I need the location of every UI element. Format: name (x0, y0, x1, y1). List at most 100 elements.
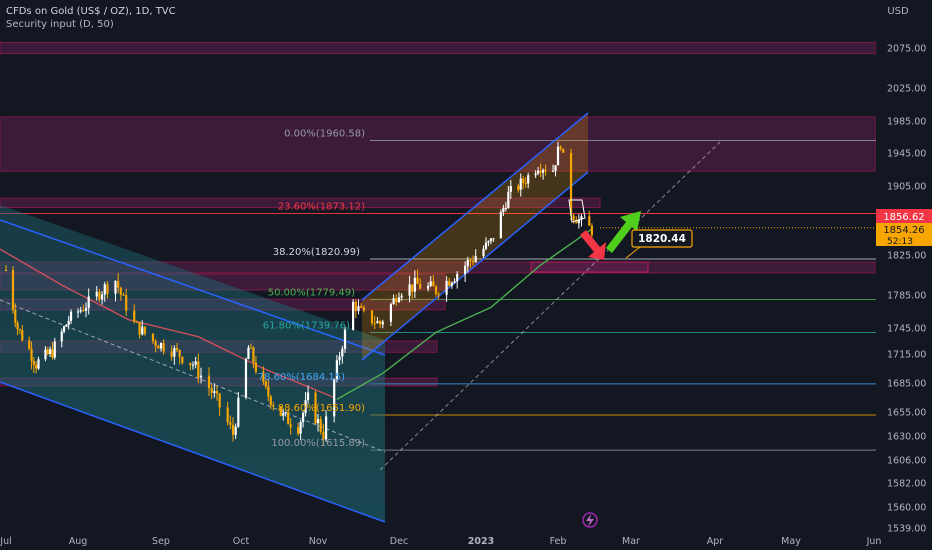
last-price-badge (876, 209, 932, 223)
fibonacci-labels: 0.00%(1960.58) 23.60%(1873.12) 38.20%(1820… (258, 129, 365, 450)
time-tick: Jul (0, 536, 12, 547)
candle-body (106, 284, 109, 294)
candle-body (338, 356, 341, 361)
candle-body (522, 178, 525, 184)
candle-body (534, 173, 537, 176)
candle-body (189, 362, 192, 365)
zone (0, 41, 877, 55)
candle-body (87, 296, 90, 309)
candle-body (456, 273, 459, 282)
price-tick: 1560.00 (887, 503, 926, 514)
candle-body (32, 360, 35, 365)
fib-level-label: 38.20%(1820.99) (273, 247, 360, 258)
candle-body (492, 238, 495, 240)
price-tick: 1655.00 (887, 408, 926, 419)
bullish-arrow (606, 211, 641, 253)
candle-body (162, 342, 165, 352)
current-price-text: 1854.26 (883, 225, 924, 236)
price-tick: 1945.00 (887, 149, 926, 160)
annotations: 1820.44 (568, 199, 693, 528)
candle-body (252, 347, 255, 363)
candle-body (397, 297, 401, 303)
price-axis[interactable]: USD 2075.00 2025.00 1985.00 1945.00 1905.00 18… (876, 0, 932, 550)
candle-body (325, 416, 328, 440)
horizontal-levels (0, 140, 876, 451)
candle-body (37, 359, 40, 369)
candle-body (154, 341, 157, 346)
candle-body (299, 422, 302, 434)
time-tick: Jun (866, 536, 882, 547)
candle-body (319, 419, 322, 432)
time-axis[interactable]: Jul Aug Sep Oct Nov Dec 2023 Feb Mar Apr May Jun (0, 532, 881, 550)
candle-body (507, 191, 510, 209)
candle-body (316, 419, 320, 424)
time-tick: Oct (233, 536, 250, 547)
candle-body (392, 298, 395, 305)
candle-body (559, 146, 562, 149)
candle-body (590, 225, 593, 236)
candle-body (84, 308, 88, 311)
candlesticks (4, 141, 593, 446)
current-price-badge (876, 223, 932, 246)
time-tick: Sep (152, 536, 170, 547)
fib-level-label: 50.00%(1779.49) (268, 288, 355, 299)
candle-body (191, 364, 195, 366)
candle-body (157, 345, 160, 349)
candle-body (279, 406, 282, 416)
candle-body (411, 284, 414, 292)
flash-icon (582, 512, 598, 528)
candle-body (213, 391, 216, 393)
candle-body (119, 287, 122, 295)
fib-level-label: 0.00%(1960.58) (284, 129, 365, 140)
candle-body (76, 311, 80, 313)
candle-body (143, 326, 147, 334)
candle-body (234, 426, 237, 435)
time-tick: Nov (309, 536, 328, 547)
candle-body (262, 371, 265, 382)
fib-level-label: 61.80%(1739.76) (263, 321, 350, 332)
candle-body (35, 364, 38, 369)
target-label: 1820.44 (638, 233, 686, 245)
candle-body (95, 291, 98, 297)
time-tick: Mar (622, 536, 640, 547)
time-tick: Dec (390, 536, 408, 547)
time-tick: May (781, 536, 801, 547)
candle-body (284, 412, 287, 414)
candle-body (178, 349, 181, 357)
candle-body (100, 294, 104, 300)
candle-body (541, 170, 545, 173)
candle-body (419, 283, 422, 289)
candle-body (502, 208, 505, 212)
candle-body (135, 321, 139, 323)
candle-body (352, 301, 355, 330)
candle-body (194, 361, 197, 365)
pattern-box (568, 199, 586, 223)
countdown-text: 52:13 (887, 237, 913, 247)
candle-body (297, 427, 300, 434)
price-tick: 1539.00 (887, 524, 926, 535)
candle-body (448, 280, 451, 286)
candle-body (544, 170, 547, 172)
candle-body (569, 152, 573, 216)
candle-body (11, 270, 15, 310)
candle-body (445, 280, 448, 295)
candle-body (395, 298, 398, 303)
price-tick: 1985.00 (887, 117, 926, 128)
candle-body (482, 248, 485, 257)
candle-body (125, 295, 128, 311)
candle-body (469, 260, 472, 262)
candle-body (229, 422, 232, 425)
ascending-channel-lower (361, 171, 589, 361)
candle-body (199, 375, 203, 378)
trend-projection-line (379, 141, 721, 471)
target-pointer (625, 246, 641, 259)
price-tick: 1715.00 (887, 350, 926, 361)
price-tick: 1606.00 (887, 456, 926, 467)
candle-body (181, 356, 184, 363)
candle-body (269, 396, 272, 406)
candle-body (464, 265, 467, 274)
candle-body (231, 424, 235, 435)
candle-body (370, 310, 374, 324)
candle-body (4, 270, 8, 271)
